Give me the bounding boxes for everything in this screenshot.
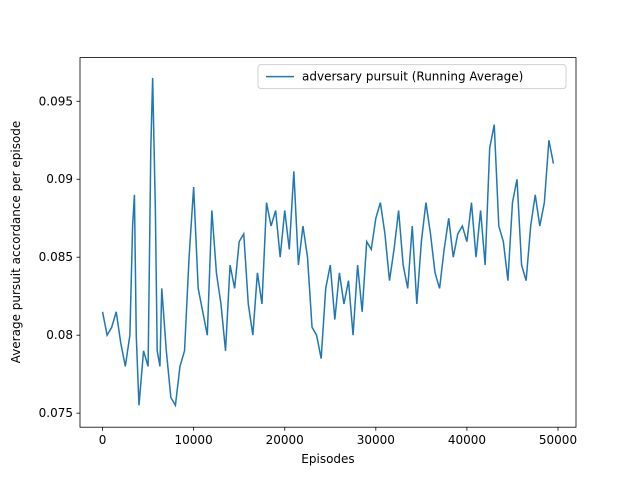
- y-tick-label: 0.09: [46, 172, 73, 186]
- data-line: [101, 77, 555, 408]
- x-tick-label: 30000: [357, 433, 395, 447]
- plot-frame: [79, 57, 577, 428]
- x-tick-label: 50000: [539, 433, 577, 447]
- y-tick-label: 0.085: [39, 250, 73, 264]
- legend-label: adversary pursuit (Running Average): [302, 70, 523, 84]
- x-axis-label: Episodes: [301, 452, 354, 466]
- y-tick-label: 0.075: [39, 406, 73, 420]
- x-tick-label: 0: [99, 433, 107, 447]
- x-tick-label: 40000: [448, 433, 486, 447]
- y-tick-label: 0.095: [39, 94, 73, 108]
- legend-box: [257, 64, 567, 90]
- y-tick-label: 0.08: [46, 328, 73, 342]
- x-tick-label: 10000: [175, 433, 213, 447]
- x-tick-label: 20000: [266, 433, 304, 447]
- y-axis-label: Average pursuit accordance per episode: [9, 121, 23, 364]
